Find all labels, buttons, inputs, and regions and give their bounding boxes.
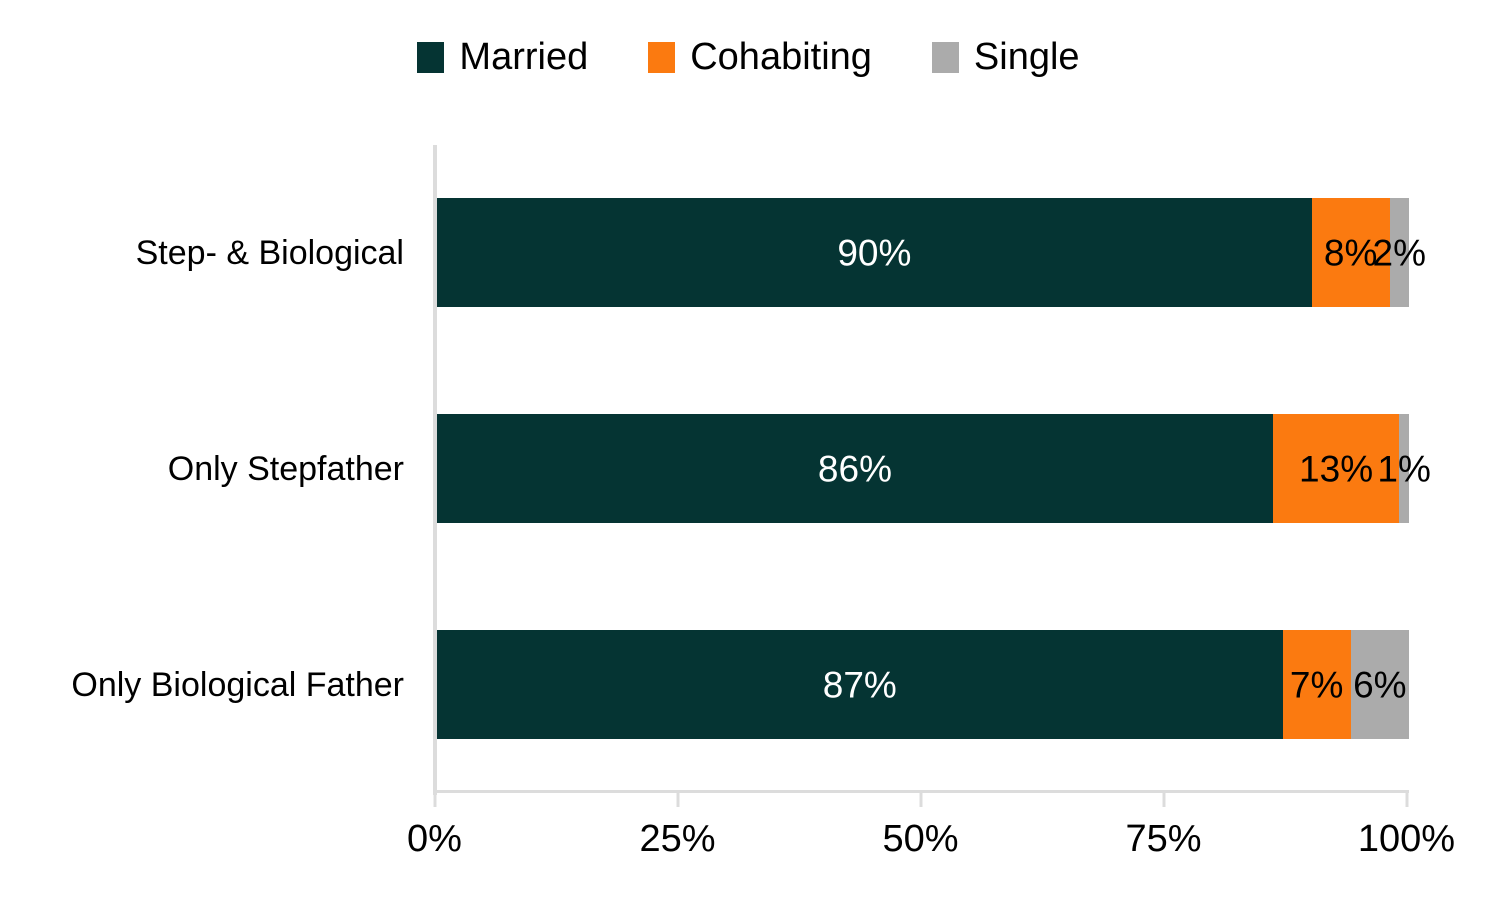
category-label-step-biological: Step- & Biological: [135, 233, 404, 272]
bar-segment-married-only-biological-father: 87%: [437, 630, 1283, 739]
bar-value-label: 90%: [837, 232, 912, 273]
x-axis-tick-label: 100%: [1357, 818, 1456, 860]
x-axis-tick-label: 75%: [1125, 818, 1202, 860]
bar-value-label: 7%: [1289, 664, 1344, 705]
bar-segment-cohabiting-step-biological: 8%: [1311, 198, 1390, 307]
bar-segment-single-only-biological-father: 6%: [1350, 630, 1409, 739]
legend-label: Single: [973, 36, 1080, 78]
bar-value-label: 2%: [1372, 232, 1427, 273]
legend-label: Cohabiting: [690, 36, 872, 78]
legend-item-single: Single: [931, 36, 1080, 78]
legend-item-married: Married: [417, 38, 588, 76]
legend: Married Cohabiting Single: [0, 38, 1497, 76]
plot-area: 90% 8% 2% 86% 13% 1% 87% 7% 6%: [437, 145, 1431, 792]
category-label-only-biological-father: Only Biological Father: [71, 665, 404, 704]
bar-value-label: 8%: [1323, 232, 1378, 273]
x-axis-tick-label: 25%: [639, 818, 716, 860]
legend-swatch-married: [417, 41, 445, 73]
bar-value-label: 6%: [1353, 664, 1407, 705]
bar-value-label: 13%: [1299, 448, 1374, 489]
x-axis-tick-label: 0%: [407, 818, 462, 860]
bar-segment-cohabiting-only-biological-father: 7%: [1282, 630, 1351, 739]
bar-row-only-biological-father: 87% 7% 6%: [437, 630, 1409, 739]
x-axis-tick: [433, 790, 436, 807]
bar-segment-single-step-biological: 2%: [1373, 198, 1426, 307]
legend-swatch-cohabiting: [648, 41, 676, 73]
bar-value-label: 87%: [822, 664, 897, 705]
bar-segment-married-only-stepfather: 86%: [437, 414, 1273, 523]
legend-swatch-single: [931, 41, 959, 73]
category-label-only-stepfather: Only Stepfather: [167, 449, 404, 488]
bar-value-label: 1%: [1377, 448, 1431, 489]
x-axis-tick: [1405, 790, 1408, 807]
bar-segment-married-step-biological: 90%: [437, 198, 1312, 307]
x-axis-tick-label: 50%: [882, 818, 959, 860]
y-axis-line: [433, 145, 437, 795]
bar-segment-cohabiting-only-stepfather: 13%: [1272, 414, 1400, 523]
bar-value-label: 86%: [817, 448, 892, 489]
bar-row-step-biological: 90% 8% 2%: [437, 198, 1426, 307]
bar-row-only-stepfather: 86% 13% 1%: [437, 414, 1431, 523]
legend-label: Married: [459, 36, 589, 78]
legend-item-cohabiting: Cohabiting: [648, 38, 872, 76]
x-axis-tick: [676, 790, 679, 807]
bar-segment-single-only-stepfather: 1%: [1377, 414, 1431, 523]
x-axis-tick: [919, 790, 922, 807]
x-axis-tick: [1162, 790, 1165, 807]
